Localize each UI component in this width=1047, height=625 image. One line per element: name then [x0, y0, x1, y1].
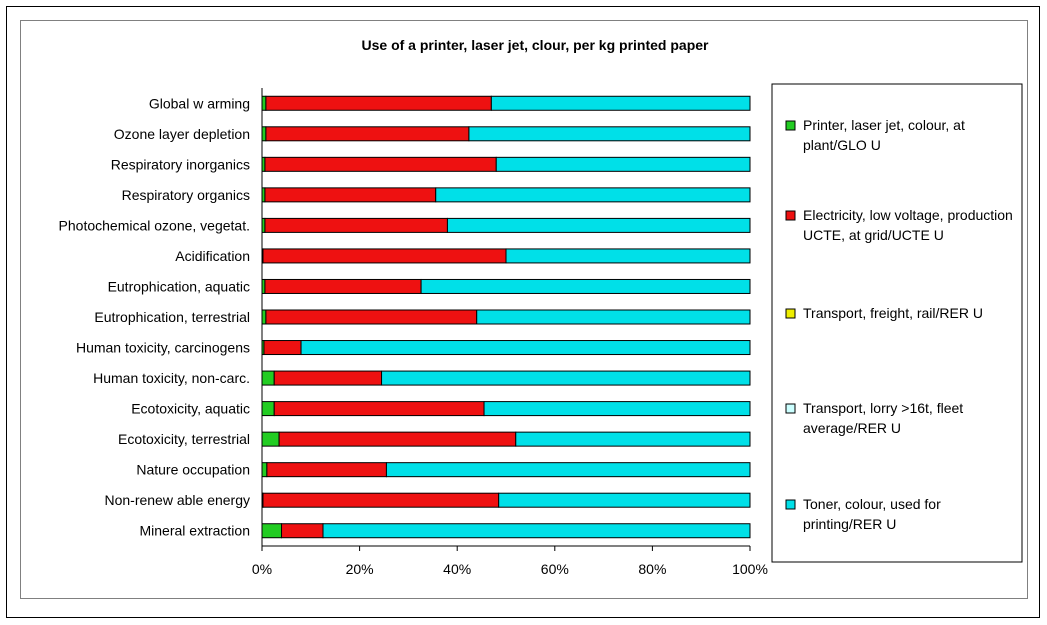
category-label: Human toxicity, non-carc.: [93, 370, 250, 386]
bar-segment: [261, 95, 267, 111]
bar-segment: [263, 340, 302, 356]
bar-segment: [264, 156, 497, 172]
bar-segment: [446, 217, 751, 233]
bar-segment: [273, 401, 485, 417]
x-tick-label: 100%: [732, 561, 768, 577]
legend-box: [771, 83, 1023, 563]
bar-segment: [264, 278, 422, 294]
category-label: Eutrophication, terrestrial: [94, 309, 250, 325]
bar-segment: [261, 309, 267, 325]
bar-segment: [420, 278, 751, 294]
bar-segment: [261, 401, 275, 417]
bar-segment: [265, 95, 492, 111]
legend-entry: Transport, freight, rail/RER U: [803, 305, 983, 321]
category-label: Ecotoxicity, terrestrial: [118, 431, 250, 447]
category-label: Global w arming: [149, 95, 250, 111]
bar-segment: [483, 401, 751, 417]
bar-segment: [498, 492, 751, 508]
category-label: Eutrophication, aquatic: [108, 278, 250, 294]
x-tick-label: 40%: [443, 561, 471, 577]
legend-swatch: [785, 403, 796, 414]
bar-segment: [476, 309, 751, 325]
category-label: Respiratory organics: [122, 187, 250, 203]
category-label: Non-renew able energy: [104, 492, 250, 508]
category-label: Mineral extraction: [140, 523, 251, 539]
category-label: Respiratory inorganics: [111, 156, 250, 172]
category-label: Acidification: [175, 248, 250, 264]
legend-entry: Printer, laser jet, colour, at plant/GLO …: [803, 117, 965, 153]
legend-swatch: [785, 499, 796, 510]
legend-swatch: [785, 210, 796, 221]
bar-segment: [262, 248, 507, 264]
category-label: Photochemical ozone, vegetat.: [59, 217, 250, 233]
bar-segment: [490, 95, 751, 111]
bar-segment: [278, 431, 517, 447]
bar-segment: [261, 431, 280, 447]
x-tick-label: 60%: [541, 561, 569, 577]
bar-segment: [281, 523, 324, 539]
bar-segment: [381, 370, 751, 386]
bar-segment: [266, 462, 387, 478]
bar-segment: [385, 462, 751, 478]
bar-segment: [435, 187, 751, 203]
bar-segment: [322, 523, 751, 539]
category-label: Human toxicity, carcinogens: [76, 340, 250, 356]
x-tick-label: 20%: [346, 561, 374, 577]
x-axis: 0% 20% 40% 60% 80% 100%: [252, 545, 768, 577]
legend-swatch: [785, 120, 796, 131]
bar-segment: [261, 462, 268, 478]
bar-segment: [495, 156, 751, 172]
bar-segment: [265, 126, 470, 142]
bar-segment: [515, 431, 751, 447]
bar-segment: [264, 187, 437, 203]
bar-segment: [505, 248, 751, 264]
category-label: Ecotoxicity, aquatic: [131, 401, 250, 417]
x-tick-label: 80%: [638, 561, 666, 577]
legend-entry: Electricity, low voltage, production UCTE…: [803, 207, 1013, 243]
legend-entry: Transport, lorry >16t, fleet average/RER …: [803, 400, 963, 436]
bar-segment: [265, 309, 478, 325]
x-tick-label: 0%: [252, 561, 272, 577]
legend-swatch: [785, 308, 796, 319]
bar-segment: [264, 217, 448, 233]
bar-segment: [261, 126, 267, 142]
category-label: Nature occupation: [136, 462, 250, 478]
bar-segment: [261, 523, 283, 539]
bar-segment: [300, 340, 751, 356]
plot-area: Global w arming Ozone layer depletion Resp…: [59, 88, 751, 546]
category-label: Ozone layer depletion: [114, 126, 250, 142]
bar-segment: [273, 370, 383, 386]
chart-title: Use of a printer, laser jet, clour, per …: [362, 37, 710, 53]
bar-segment: [261, 370, 275, 386]
legend: Printer, laser jet, colour, at plant/GLO …: [771, 83, 1023, 563]
bar-segment: [468, 126, 751, 142]
legend-entry: Toner, colour, used for printing/RER U: [803, 496, 941, 532]
bar-segment: [262, 492, 500, 508]
